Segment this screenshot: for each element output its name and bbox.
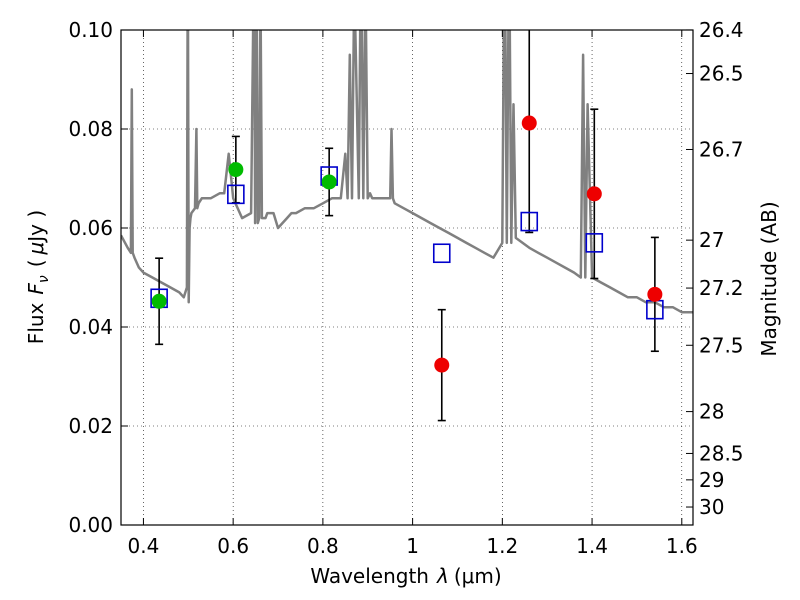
x-axis-label: Wavelength λ (μm) xyxy=(310,564,501,588)
y-axis-label-unit-rest: Jy ) xyxy=(24,210,48,244)
x-axis-ticks: 0.4 0.6 0.8 1 1.2 1.4 1.6 xyxy=(128,30,698,558)
x-axis-label-unit: (μm) xyxy=(454,564,502,588)
x-axis-label-symbol: λ xyxy=(436,564,449,588)
y-axis-label-subscript: ν xyxy=(36,275,52,283)
x-tick-label: 0.8 xyxy=(307,534,339,558)
y-tick-label: 0.02 xyxy=(68,414,113,438)
x-tick-label: 0.4 xyxy=(128,534,160,558)
model-square xyxy=(585,233,604,253)
y2-tick-label: 28.5 xyxy=(699,441,744,465)
data-point xyxy=(151,293,167,309)
data-point xyxy=(228,162,244,178)
x-axis-label-text: Wavelength xyxy=(310,564,429,588)
y-tick-label: 0.04 xyxy=(68,315,113,339)
y2-tick-label: 30 xyxy=(699,495,724,519)
y-axis-ticks: 0.00 0.02 0.04 0.06 0.08 0.10 xyxy=(68,18,128,537)
y2-tick-label: 26.7 xyxy=(699,137,744,161)
grid-lines xyxy=(121,30,693,525)
y-tick-label: 0.10 xyxy=(68,18,113,42)
y-tick-label: 0.06 xyxy=(68,216,113,240)
spectrum-line xyxy=(121,30,693,314)
x-tick-label: 0.6 xyxy=(217,534,249,558)
y-axis-label-unit-mu: μ xyxy=(24,242,48,256)
x-tick-label: 1.4 xyxy=(576,534,608,558)
y2-tick-label: 26.5 xyxy=(699,62,744,86)
plot-frame xyxy=(120,29,694,526)
y-axis-label: Flux Fν ( μJy ) xyxy=(24,210,52,344)
y2-tick-label: 27.5 xyxy=(699,333,744,357)
y-axis-label-unit-open: ( xyxy=(24,259,48,267)
y-axis-label-text: Flux xyxy=(24,302,48,344)
x-tick-label: 1 xyxy=(406,534,419,558)
data-point xyxy=(521,115,537,131)
model-square xyxy=(227,184,245,205)
model-square xyxy=(432,243,451,264)
data-point xyxy=(586,186,602,202)
y2-tick-label: 26.4 xyxy=(699,18,744,42)
y2-tick-label: 29 xyxy=(699,468,724,492)
model-spectrum xyxy=(121,30,693,314)
data-point xyxy=(321,174,337,190)
data-point xyxy=(647,286,663,302)
y-tick-label: 0.08 xyxy=(68,117,113,141)
x-tick-label: 1.2 xyxy=(486,534,518,558)
y2-tick-label: 27.2 xyxy=(699,276,744,300)
model-square xyxy=(520,211,539,232)
y2-tick-label: 28 xyxy=(699,400,724,424)
y-tick-label: 0.00 xyxy=(68,513,113,537)
plot-background xyxy=(121,30,693,525)
x-tick-label: 1.6 xyxy=(666,534,698,558)
y2-axis-label: Magnitude (AB) xyxy=(757,201,781,356)
y2-axis-ticks: 26.4 26.5 26.7 27 27.2 27.5 28 28.5 29 30 xyxy=(686,18,744,519)
y-axis-label-symbol: F xyxy=(24,283,48,295)
data-point xyxy=(434,357,450,373)
y2-tick-label: 27 xyxy=(699,228,724,252)
observed-points xyxy=(151,115,663,373)
